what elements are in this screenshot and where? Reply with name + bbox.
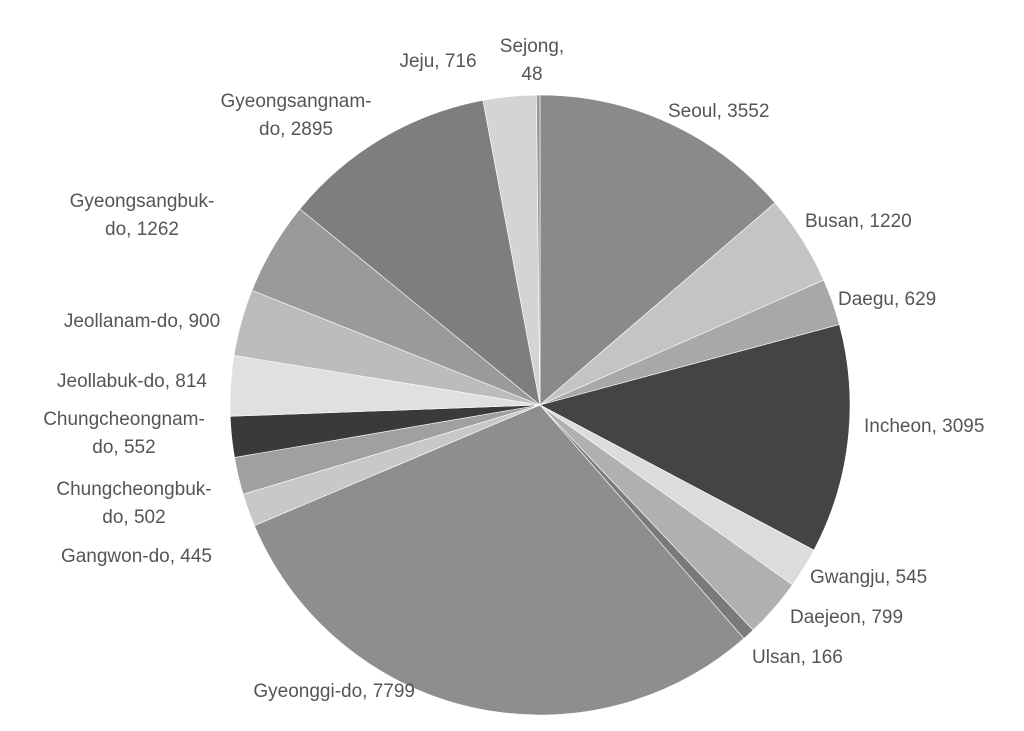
label-line: Jeju, 716: [399, 51, 476, 72]
data-label: Sejong, 48: [500, 36, 564, 85]
data-label: Gyeongsangnam-do, 2895: [220, 91, 371, 140]
pie-slice: [536, 94, 541, 406]
pie-slice: [539, 94, 776, 406]
pie-slice: [299, 99, 541, 406]
data-label: Incheon, 3095: [864, 416, 984, 437]
label-line: Gangwon-do, 445: [61, 546, 212, 567]
data-label: Daegu, 629: [838, 289, 936, 310]
label-line: Jeollabuk-do, 814: [57, 371, 207, 392]
label-line: do, 502: [102, 507, 165, 528]
label-line: Chungcheongnam-: [43, 409, 205, 430]
label-line: do, 1262: [105, 219, 179, 240]
label-line: Ulsan, 166: [752, 647, 843, 668]
data-label: Chungcheongbuk-do, 502: [56, 479, 211, 528]
data-label: Jeju, 716: [399, 51, 476, 72]
label-line: Seoul, 3552: [668, 101, 769, 122]
data-label: Seoul, 3552: [668, 101, 769, 122]
data-label: Busan, 1220: [805, 211, 912, 232]
label-line: do, 2895: [259, 119, 333, 140]
label-line: Gyeonggi-do, 7799: [253, 681, 415, 702]
label-line: Jeollanam-do, 900: [64, 311, 220, 332]
data-label: Jeollabuk-do, 814: [57, 371, 207, 392]
label-line: Gwangju, 545: [810, 567, 927, 588]
data-label: Gwangju, 545: [810, 567, 927, 588]
data-label: Daejeon, 799: [790, 607, 903, 628]
label-line: Gyeongsangnam-: [220, 91, 371, 112]
pie-slice: [539, 324, 851, 551]
data-label: Ulsan, 166: [752, 647, 843, 668]
pie-slice: [254, 404, 745, 716]
label-line: Daejeon, 799: [790, 607, 903, 628]
data-label: Gangwon-do, 445: [61, 546, 212, 567]
label-line: 48: [521, 64, 542, 85]
data-label: Chungcheongnam-do, 552: [43, 409, 205, 458]
label-line: Incheon, 3095: [864, 416, 984, 437]
label-line: Busan, 1220: [805, 211, 912, 232]
label-line: Daegu, 629: [838, 289, 936, 310]
data-label: Gyeongsangbuk-do, 1262: [70, 191, 215, 240]
data-label: Gyeonggi-do, 7799: [253, 681, 415, 702]
data-label: Jeollanam-do, 900: [64, 311, 220, 332]
label-line: Sejong,: [500, 36, 564, 57]
label-line: do, 552: [92, 437, 155, 458]
label-line: Chungcheongbuk-: [56, 479, 211, 500]
label-line: Gyeongsangbuk-: [70, 191, 215, 212]
